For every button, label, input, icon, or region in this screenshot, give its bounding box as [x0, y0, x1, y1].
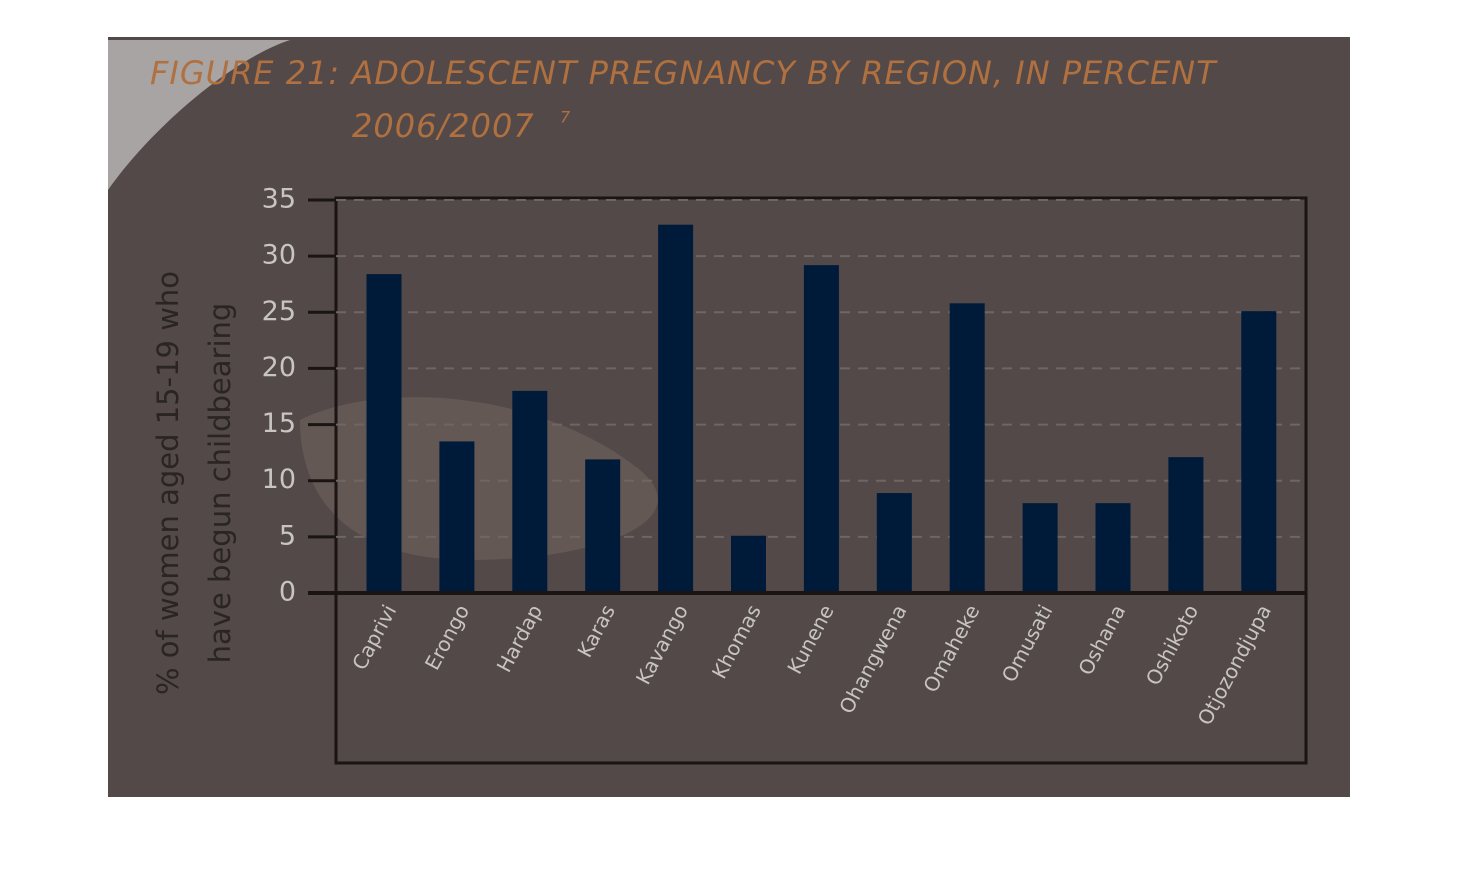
- chart-subtitle: 2006/2007: [352, 107, 535, 145]
- y-tick-label: 5: [279, 520, 296, 551]
- y-tick-label: 10: [262, 464, 296, 495]
- background: [108, 37, 1350, 797]
- bar: [1022, 503, 1058, 593]
- bar: [1095, 503, 1131, 593]
- y-tick-label: 20: [262, 352, 296, 383]
- bar: [512, 390, 548, 593]
- bar: [658, 224, 694, 593]
- footnote-marker: 7: [560, 108, 571, 127]
- bar: [1241, 311, 1277, 593]
- y-tick-label: 35: [262, 184, 296, 215]
- bar: [1168, 457, 1204, 593]
- y-tick-label: 0: [279, 577, 296, 608]
- bar: [803, 265, 839, 593]
- bar: [876, 493, 912, 593]
- chart-title: FIGURE 21: ADOLESCENT PREGNANCY BY REGIO…: [150, 54, 1218, 92]
- bar: [366, 274, 402, 593]
- bar: [439, 441, 475, 593]
- y-axis-label: have begun childbearing: [203, 303, 237, 664]
- overlay-blob: [108, 40, 290, 190]
- y-tick-label: 15: [262, 408, 296, 439]
- bar: [585, 459, 621, 593]
- y-tick-label: 25: [262, 296, 296, 327]
- y-axis-label: % of women aged 15-19 who: [151, 271, 185, 695]
- bar: [949, 303, 985, 593]
- bar: [731, 535, 766, 593]
- y-tick-label: 30: [262, 240, 296, 271]
